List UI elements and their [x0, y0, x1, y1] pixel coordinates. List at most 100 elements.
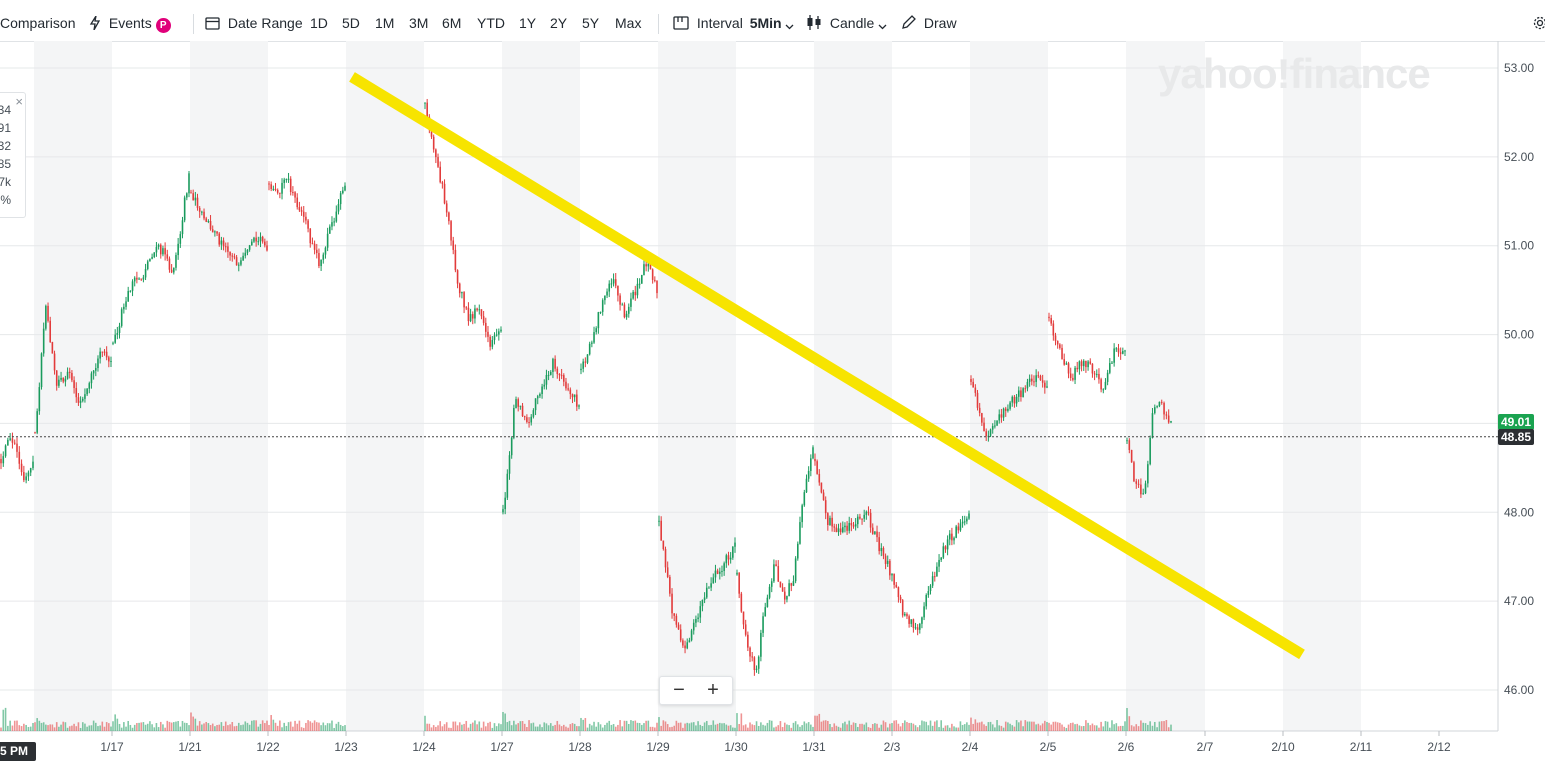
candle-body: [190, 192, 192, 194]
candle-body: [465, 307, 468, 309]
last-price-tag: 49.01: [1498, 414, 1535, 430]
volume-bar: [942, 727, 945, 731]
volume-bar: [810, 724, 812, 731]
candle-body: [747, 634, 749, 648]
candle-body: [532, 410, 535, 417]
volume-bar: [764, 725, 767, 731]
volume-bar: [599, 724, 602, 731]
candle-body: [183, 197, 186, 221]
volume-bar: [703, 722, 706, 731]
candle-body: [285, 179, 288, 181]
candle-body: [173, 267, 175, 273]
candle-body: [996, 420, 998, 426]
candle-body: [1054, 335, 1057, 341]
candle-body: [673, 613, 675, 616]
candle-body: [517, 399, 519, 407]
range-ytd[interactable]: YTD: [477, 15, 505, 31]
date-range-button[interactable]: Date Range: [205, 0, 303, 41]
candle-body: [42, 328, 45, 354]
events-button[interactable]: Events P: [89, 0, 171, 41]
candle-body: [60, 377, 62, 380]
volume-bar: [987, 722, 990, 731]
volume-bar: [684, 723, 686, 731]
candle-body: [1117, 348, 1120, 353]
candle-body: [710, 583, 712, 588]
volume-bar: [1119, 725, 1122, 731]
range-2y[interactable]: 2Y: [550, 15, 568, 31]
session-band: [34, 41, 112, 731]
candle-body: [621, 304, 624, 306]
candle-body: [1076, 367, 1079, 370]
volume-bar: [97, 726, 99, 731]
y-tick-label: 50.00: [1504, 328, 1534, 342]
candle-body: [186, 193, 188, 198]
candle-body: [690, 630, 693, 641]
candle-body: [123, 306, 125, 310]
candle-body: [701, 599, 704, 607]
range-6m[interactable]: 6M: [442, 15, 462, 31]
volume-bar: [714, 724, 717, 731]
chart-type-dropdown[interactable]: Candle: [806, 0, 887, 41]
volume-bar: [471, 722, 474, 731]
range-3m[interactable]: 3M: [409, 15, 429, 31]
volume-bar: [105, 722, 108, 731]
candle-body: [448, 212, 450, 222]
volume-bar: [218, 724, 221, 731]
price-chart[interactable]: 53.0052.0051.0050.0049.0048.0047.0046.00…: [0, 41, 1545, 762]
candle-body: [20, 463, 23, 473]
volume-bar: [874, 723, 876, 731]
volume-bar: [1109, 727, 1111, 731]
comparison-button[interactable]: Comparison: [0, 0, 75, 41]
volume-bar: [324, 725, 327, 731]
range-5y[interactable]: 5Y: [582, 15, 600, 31]
volume-bar: [339, 724, 342, 731]
candle-body: [445, 203, 448, 213]
candle-body: [601, 300, 604, 312]
interval-dropdown[interactable]: Interval 5Min: [673, 0, 794, 41]
range-1d[interactable]: 1D: [310, 15, 328, 31]
close-icon[interactable]: ×: [15, 94, 23, 109]
volume-bar: [919, 725, 921, 731]
candle-body: [13, 442, 16, 444]
volume-bar: [1117, 726, 1120, 731]
candle-body: [276, 189, 279, 193]
volume-bar: [904, 720, 906, 731]
volume-bar: [1089, 725, 1092, 731]
range-1y[interactable]: 1Y: [519, 15, 537, 31]
candle-body: [253, 237, 255, 242]
candle-body: [751, 656, 753, 658]
candle-body: [261, 236, 264, 242]
candle-body: [248, 245, 251, 250]
candle-body: [73, 380, 75, 389]
range-max[interactable]: Max: [615, 15, 642, 31]
volume-bar: [816, 715, 818, 731]
candle-body: [865, 511, 868, 515]
candle-body: [938, 559, 940, 567]
volume-bar: [73, 723, 75, 731]
zoom-out-button[interactable]: −: [673, 679, 685, 701]
candle-body: [244, 252, 247, 256]
candle-body: [1082, 360, 1085, 367]
candle-body: [839, 528, 842, 533]
candle-body: [118, 325, 121, 333]
candle-body: [495, 334, 498, 336]
candle-body: [755, 668, 758, 670]
candle-body: [998, 414, 1001, 421]
range-5d[interactable]: 5D: [342, 15, 360, 31]
candle-body: [666, 567, 669, 577]
volume-bar: [92, 720, 95, 731]
settings-button[interactable]: [1533, 0, 1545, 41]
volume-bar: [103, 726, 106, 731]
candle-body: [251, 241, 253, 246]
volume-bar: [253, 720, 255, 731]
volume-bar: [131, 727, 134, 731]
draw-button[interactable]: Draw: [901, 0, 957, 41]
zoom-in-button[interactable]: +: [707, 679, 719, 701]
range-1m[interactable]: 1M: [375, 15, 395, 31]
interval-icon: [673, 15, 689, 31]
premium-badge: P: [155, 18, 171, 33]
volume-bar: [734, 727, 736, 731]
volume-bar: [619, 720, 621, 731]
candle-body: [110, 361, 112, 363]
volume-bar: [18, 725, 21, 731]
